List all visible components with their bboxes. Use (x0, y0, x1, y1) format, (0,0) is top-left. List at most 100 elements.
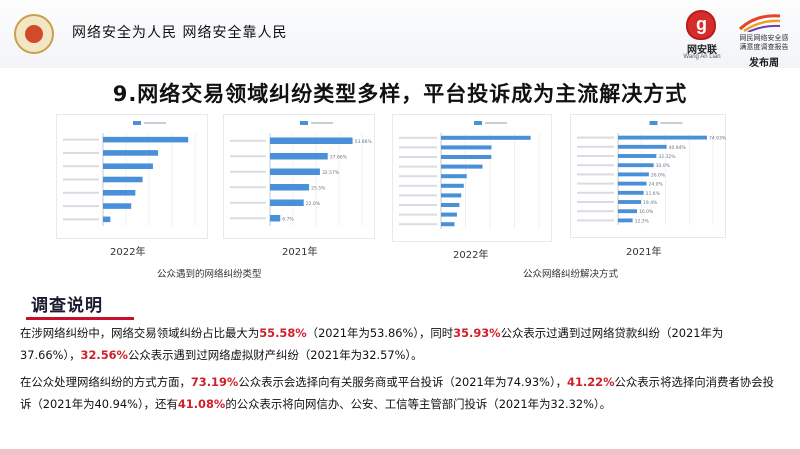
survey-notes-paragraph-1: 在涉网络纠纷中，网络交易领域纠纷占比最大为55.58%（2021年为53.86%… (20, 326, 724, 362)
bar (441, 174, 467, 179)
category-label-placeholder (399, 156, 437, 158)
category-label-placeholder (230, 155, 266, 158)
category-label-placeholder (63, 165, 99, 168)
category-label-placeholder (577, 191, 614, 194)
survey-logo-line1: 网民网络安全感 满意度调查报告 (739, 34, 789, 51)
legend-text (311, 122, 333, 124)
chart-svg-0 (63, 121, 196, 226)
chart3-year-label: 2022年 (453, 250, 489, 261)
chart-svg-3: 74.93% 40.94% 32.32% 30.0% 26.0% 24.0% 21.6% 19… (577, 121, 727, 225)
legend-swatch (300, 121, 308, 125)
category-label-placeholder (63, 191, 99, 194)
category-label-placeholder (230, 186, 266, 189)
category-label-placeholder (577, 219, 614, 222)
survey-logo: 网民网络安全感 满意度调查报告 发布周 (732, 12, 794, 69)
chart2-year-label: 2021年 (282, 247, 318, 258)
category-label-placeholder (577, 145, 614, 148)
category-label-placeholder (399, 165, 437, 168)
wanganlian-name: 网安联 (687, 45, 717, 56)
bar (441, 135, 531, 140)
category-label-placeholder (63, 205, 99, 208)
chart-2022-dispute-types (56, 114, 208, 239)
category-label-placeholder (399, 175, 437, 178)
legend-swatch (649, 121, 658, 125)
bar (618, 154, 657, 158)
chart-svg-1: 53.86% 37.66% 32.57% 25.5% 22.0% 6.7% (230, 121, 373, 226)
bar (441, 202, 460, 208)
category-label-placeholder (577, 201, 614, 203)
swoosh-icon (738, 14, 781, 32)
header-band (0, 0, 800, 68)
value-label: 12.3% (635, 218, 650, 224)
category-label-placeholder (63, 178, 99, 181)
bar (270, 168, 320, 176)
category-label-placeholder (399, 146, 437, 149)
survey-notes-heading: 调查说明 (26, 291, 134, 320)
value-label: 6.7% (282, 216, 294, 222)
category-label-placeholder (63, 218, 99, 221)
caption-dispute-types: 公众遇到的网络纠纷类型 (157, 269, 262, 280)
page-title: 9.网络交易领域纠纷类型多样，平台投诉成为主流解决方式 (112, 82, 688, 106)
bar (103, 203, 132, 209)
chart-2022-resolution-methods (392, 114, 552, 242)
category-label-placeholder (399, 136, 437, 139)
category-label-placeholder (230, 201, 266, 204)
category-label-placeholder (399, 204, 437, 206)
category-label-placeholder (399, 194, 437, 197)
chart-2021-resolution-methods: 74.93% 40.94% 32.32% 30.0% 26.0% 24.0% 21.6% 19… (570, 114, 727, 238)
bar (618, 190, 644, 195)
value-label: 24.0% (649, 182, 664, 188)
category-label-placeholder (63, 151, 99, 154)
bar (103, 150, 159, 156)
legend-text (144, 122, 166, 124)
bottom-bar (0, 449, 800, 455)
value-label: 53.86% (355, 139, 373, 145)
bar (441, 193, 462, 198)
bar (618, 209, 637, 214)
shield-icon (686, 10, 716, 40)
bar (441, 145, 492, 150)
bar (618, 135, 707, 140)
value-label: 32.57% (322, 170, 340, 176)
category-label-placeholder (399, 184, 437, 187)
value-label: 37.66% (330, 154, 348, 160)
chart-svg-2 (399, 121, 540, 229)
survey-logo-line3: 发布周 (749, 58, 779, 69)
category-label-placeholder (577, 182, 614, 185)
seal-logo-icon (14, 14, 54, 54)
bar (441, 154, 492, 160)
bar (441, 164, 483, 169)
bar (618, 163, 654, 168)
category-label-placeholder (577, 155, 614, 157)
category-label-placeholder (577, 173, 614, 176)
chart-2021-dispute-types: 53.86% 37.66% 32.57% 25.5% 22.0% 6.7% (223, 114, 375, 239)
category-label-placeholder (230, 139, 266, 142)
bar (270, 183, 310, 191)
value-label: 40.94% (669, 145, 687, 151)
bar (103, 163, 153, 170)
bar (270, 199, 304, 207)
bar (270, 137, 353, 145)
category-label-placeholder (399, 223, 437, 226)
bar (103, 189, 136, 196)
category-label-placeholder (577, 136, 614, 139)
wanganlian-logo: 网安联 Wang An Lian (680, 10, 724, 62)
value-label: 19.4% (643, 200, 658, 206)
category-label-placeholder (63, 138, 99, 141)
value-label: 26.0% (651, 172, 666, 178)
chart4-year-label: 2021年 (626, 247, 662, 258)
legend-text (660, 122, 683, 124)
caption-resolution-methods: 公众网络纠纷解决方式 (523, 269, 619, 280)
value-label: 21.6% (646, 191, 661, 197)
bar (103, 136, 189, 143)
legend-swatch (474, 121, 482, 125)
bar (441, 222, 455, 227)
category-label-placeholder (399, 213, 437, 216)
bar (618, 200, 642, 204)
bar (441, 183, 464, 188)
category-label-placeholder (230, 170, 266, 173)
category-label-placeholder (230, 217, 266, 220)
chart1-year-label: 2022年 (110, 247, 146, 258)
wanganlian-en: Wang An Lian (683, 54, 721, 60)
